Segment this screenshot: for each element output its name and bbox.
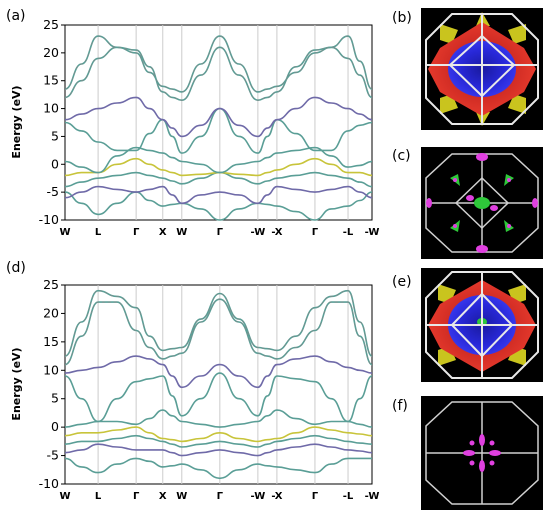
brillouin-zone-edges-f — [425, 401, 539, 505]
band-line — [64, 355, 373, 389]
band-line — [64, 426, 373, 443]
k-path-label: L — [95, 491, 102, 502]
brillouin-zone-edges-e — [425, 271, 539, 379]
y-tick-label: 20 — [43, 305, 59, 320]
band-line — [64, 146, 373, 174]
band-line — [64, 191, 373, 221]
k-path-label: -X — [271, 227, 282, 238]
fermi-surface-panel-c: (c) — [392, 147, 543, 259]
fermi-surface-panel-e: (e) — [392, 268, 543, 382]
panel-label-e: (e) — [392, 274, 412, 290]
fermi-pockets-c — [426, 153, 538, 253]
k-path-label: Γ — [312, 491, 319, 502]
y-axis-label-a: Energy (eV) — [10, 85, 23, 158]
y-tick-label: 10 — [43, 362, 59, 377]
band-line-dashed — [64, 298, 373, 366]
y-tick-label: 15 — [43, 334, 59, 349]
y-tick-label: 20 — [43, 45, 59, 60]
k-path-label: -W — [251, 491, 266, 502]
k-path-label: -W — [365, 491, 380, 502]
k-path-label: -L — [343, 227, 354, 238]
band-line — [64, 434, 373, 448]
band-line — [64, 171, 373, 188]
band-line — [64, 46, 373, 101]
k-path-label: -X — [271, 491, 282, 502]
panel-label-b: (b) — [392, 10, 412, 26]
k-point-gridlines-d — [97, 285, 349, 484]
k-path-label: X — [159, 227, 167, 238]
k-path-label: Γ — [133, 491, 140, 502]
plot-frame-d — [64, 284, 373, 485]
k-path-labels-a: W L Γ X W Γ -W -X Γ -L -W — [59, 227, 379, 238]
k-path-label: W — [59, 491, 70, 502]
y-tick-label: 15 — [43, 73, 59, 88]
fermi-surface-panel-f: (f) — [392, 396, 543, 510]
k-path-label: Γ — [217, 227, 224, 238]
fermi-pockets-f — [463, 434, 501, 472]
band-line — [64, 35, 373, 93]
k-path-label: Γ — [312, 227, 319, 238]
panel-label-f: (f) — [392, 398, 408, 414]
k-path-label: Γ — [217, 491, 224, 502]
band-line — [64, 96, 373, 138]
y-axis-label-d: Energy (eV) — [10, 347, 23, 420]
band-line-dashed — [64, 46, 373, 101]
panel-label-a: (a) — [6, 8, 26, 24]
y-tick-label: -5 — [47, 184, 59, 199]
fermi-surface-panel-b: (b) — [392, 8, 543, 130]
y-tick-label: -5 — [47, 448, 59, 463]
panel-label-d: (d) — [6, 260, 26, 276]
band-lines-a — [64, 35, 373, 221]
band-line — [64, 298, 373, 366]
k-path-labels-d: W L Γ X W Γ -W -X Γ -L -W — [59, 491, 379, 502]
k-path-label: W — [59, 227, 70, 238]
y-axis-ticks-d: -10 -5 0 5 10 15 20 25 — [39, 277, 65, 491]
band-line — [64, 409, 373, 428]
band-line-dashed — [64, 290, 373, 357]
band-line — [64, 443, 373, 457]
k-path-label: W — [176, 227, 187, 238]
y-tick-label: 25 — [43, 277, 59, 292]
y-tick-label: -10 — [39, 476, 59, 491]
y-tick-label: 0 — [51, 419, 59, 434]
band-line — [64, 372, 373, 423]
band-line — [64, 289, 373, 357]
k-path-label: -W — [365, 227, 380, 238]
k-path-label: W — [176, 491, 187, 502]
k-path-label: -L — [343, 491, 354, 502]
k-point-gridlines-a — [97, 25, 349, 220]
brillouin-zone-edges-b — [425, 13, 539, 125]
y-tick-label: -10 — [39, 212, 59, 227]
band-line — [64, 107, 373, 154]
band-line — [64, 457, 372, 480]
y-tick-label: 5 — [51, 391, 59, 406]
band-lines-d — [64, 289, 373, 480]
y-tick-label: 25 — [43, 17, 59, 32]
k-path-label: X — [159, 491, 167, 502]
panel-label-c: (c) — [392, 148, 411, 164]
band-line — [64, 185, 373, 205]
k-path-label: Γ — [133, 227, 140, 238]
y-tick-label: 5 — [51, 128, 59, 143]
y-axis-ticks-a: -10 -5 0 5 10 15 20 25 — [39, 17, 65, 227]
y-tick-label: 0 — [51, 156, 59, 171]
k-path-label: L — [95, 227, 102, 238]
y-tick-label: 10 — [43, 101, 59, 116]
brillouin-zone-edges-c — [425, 153, 539, 253]
k-path-label: -W — [251, 227, 266, 238]
